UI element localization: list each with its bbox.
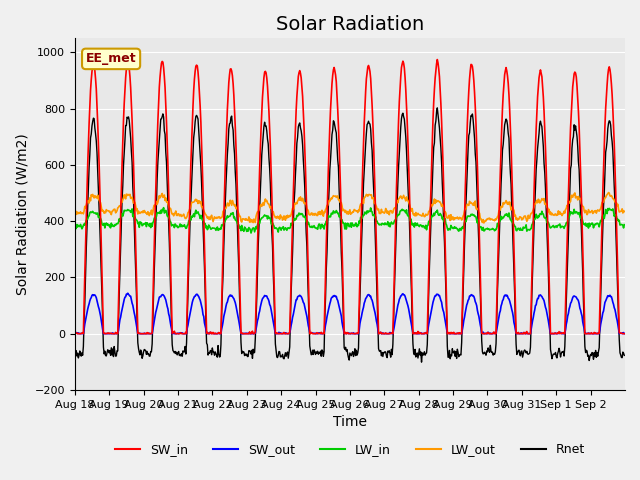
Legend: SW_in, SW_out, LW_in, LW_out, Rnet: SW_in, SW_out, LW_in, LW_out, Rnet: [110, 438, 590, 461]
LW_in: [408, 219, 415, 225]
Rnet: [433, 105, 441, 111]
LW_out: [480, 220, 488, 226]
SW_in: [264, 95, 272, 101]
Rnet: [236, 315, 244, 321]
SW_out: [407, 318, 415, 324]
LW_out: [406, 204, 414, 210]
Rnet: [264, 136, 271, 142]
LW_in: [620, 222, 628, 228]
SW_out: [71, 331, 79, 336]
LW_in: [160, 205, 168, 211]
Rnet: [284, 355, 292, 361]
LW_out: [71, 211, 79, 216]
Line: LW_in: LW_in: [75, 208, 624, 233]
SW_in: [71, 331, 79, 336]
SW_in: [433, 57, 441, 62]
LW_in: [136, 225, 143, 230]
Text: EE_met: EE_met: [86, 52, 136, 65]
Rnet: [136, 349, 143, 355]
Line: Rnet: Rnet: [75, 108, 624, 362]
SW_out: [264, 296, 272, 302]
Line: LW_out: LW_out: [75, 192, 624, 223]
LW_in: [247, 230, 255, 236]
SW_out: [136, 330, 144, 336]
SW_out: [285, 331, 293, 336]
SW_out: [438, 300, 445, 305]
Y-axis label: Solar Radiation (W/m2): Solar Radiation (W/m2): [15, 133, 29, 295]
SW_in: [620, 331, 628, 336]
SW_in: [136, 331, 144, 336]
LW_out: [284, 215, 292, 220]
LW_in: [438, 216, 446, 222]
SW_out: [620, 331, 628, 336]
Rnet: [71, 354, 79, 360]
SW_in: [438, 139, 446, 144]
X-axis label: Time: Time: [333, 415, 367, 429]
SW_in: [285, 331, 293, 336]
LW_out: [620, 209, 628, 215]
LW_in: [286, 225, 294, 231]
LW_in: [237, 228, 245, 234]
SW_out: [124, 290, 132, 296]
LW_out: [236, 214, 244, 219]
LW_out: [264, 200, 271, 205]
SW_out: [237, 331, 245, 336]
SW_in: [237, 331, 245, 336]
Title: Solar Radiation: Solar Radiation: [276, 15, 424, 34]
LW_in: [265, 215, 273, 220]
Rnet: [438, 180, 446, 186]
Rnet: [620, 352, 628, 358]
Rnet: [406, 243, 414, 249]
LW_out: [605, 190, 612, 195]
LW_out: [136, 210, 143, 216]
Line: SW_out: SW_out: [75, 293, 624, 334]
LW_in: [71, 223, 79, 228]
SW_in: [72, 331, 79, 336]
Rnet: [418, 359, 426, 365]
Line: SW_in: SW_in: [75, 60, 624, 334]
LW_out: [437, 201, 445, 207]
SW_in: [407, 241, 415, 247]
